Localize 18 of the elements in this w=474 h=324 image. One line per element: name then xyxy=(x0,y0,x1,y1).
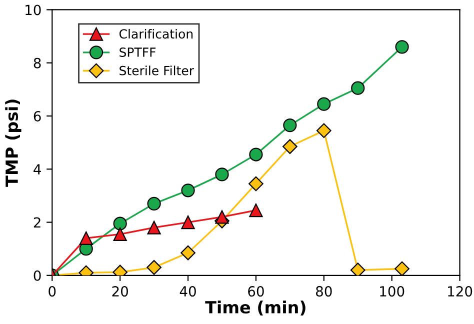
y-tick-label: 10 xyxy=(26,4,41,16)
y-axis-title: TMP (psi) xyxy=(5,100,22,187)
x-tick-label: 40 xyxy=(180,286,196,297)
legend-label: Sterile Filter xyxy=(120,66,194,76)
x-tick-label: 0 xyxy=(48,286,56,297)
y-tick-label: 8 xyxy=(34,58,41,68)
legend-label: SPTFF xyxy=(120,48,156,57)
x-tick-label: 80 xyxy=(316,286,332,297)
y-tick-label: 4 xyxy=(34,164,41,174)
x-tick-label: 60 xyxy=(248,286,264,297)
x-axis-title: Time (min) xyxy=(205,300,306,316)
x-tick-label: 20 xyxy=(112,286,128,297)
legend-label: Clarification xyxy=(119,28,193,39)
y-tick-label: 2 xyxy=(34,217,40,228)
y-tick-label: 6 xyxy=(34,110,41,122)
x-tick-label: 100 xyxy=(380,286,404,297)
x-tick-label: 120 xyxy=(448,286,472,297)
y-tick-label: 0 xyxy=(34,270,41,281)
